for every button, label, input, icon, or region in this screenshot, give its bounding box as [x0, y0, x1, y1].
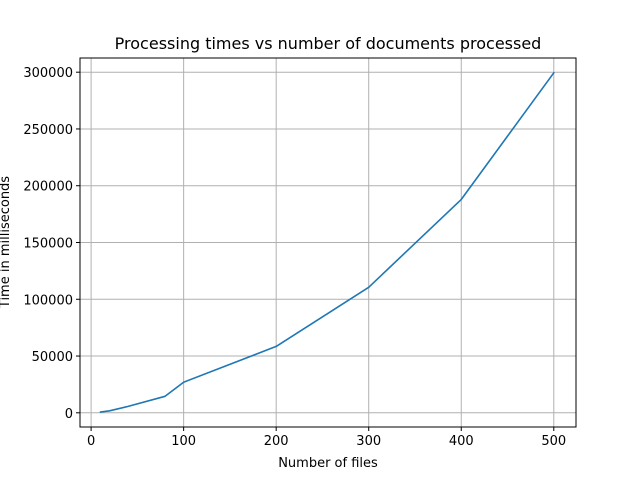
x-tick-label: 300: [356, 434, 381, 449]
x-tick-label: 0: [87, 434, 95, 449]
y-axis-label: Time in milliseconds: [0, 176, 13, 309]
x-tick-label: 400: [449, 434, 474, 449]
axis-ticks: 0 100 200 300 400 500 0 50000 100000 150000 200000…: [23, 66, 566, 449]
y-tick-label: 150000: [23, 237, 73, 252]
y-tick-label: 0: [65, 407, 73, 422]
x-tick-label: 500: [541, 434, 566, 449]
y-tick-label: 100000: [23, 293, 73, 308]
x-tick-label: 200: [264, 434, 289, 449]
grid: [80, 58, 576, 427]
x-tick-label: 100: [171, 434, 196, 449]
series-line: [99, 72, 555, 413]
y-tick-label: 250000: [23, 123, 73, 138]
chart-title: Processing times vs number of documents …: [115, 34, 542, 53]
x-axis-label: Number of files: [278, 456, 378, 471]
y-tick-label: 300000: [23, 66, 73, 81]
series-layer: [99, 72, 555, 413]
y-tick-label: 50000: [32, 350, 73, 365]
y-tick-label: 200000: [23, 180, 73, 195]
